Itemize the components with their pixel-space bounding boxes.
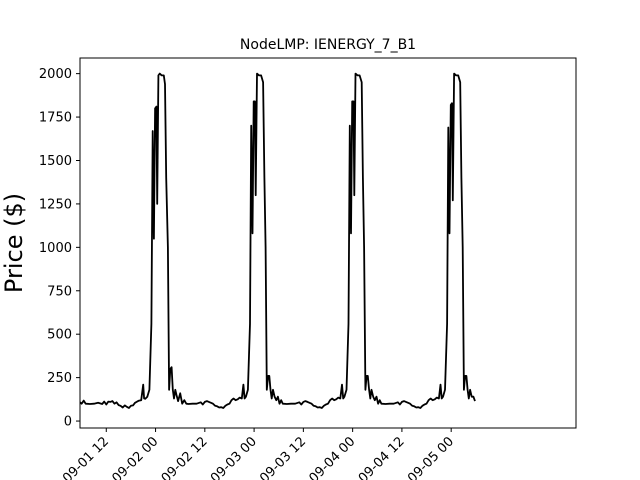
y-axis: 0 250 500 750 1000 1250 1500 1750 2000 <box>39 67 80 430</box>
y-tick-label: 1500 <box>39 154 72 169</box>
y-tick-label: 250 <box>47 371 72 386</box>
x-tick-label: 09-04 00 <box>307 434 359 480</box>
x-tick-label: 09-05 00 <box>405 434 457 480</box>
chart-title: NodeLMP: IENERGY_7_B1 <box>240 37 416 53</box>
y-tick-label: 0 <box>64 415 72 430</box>
y-tick-label: 1250 <box>39 197 72 212</box>
x-tick-label: 09-04 12 <box>356 434 408 480</box>
y-tick-label: 750 <box>47 284 72 299</box>
plot-frame <box>79 57 577 429</box>
plot-area <box>80 72 476 409</box>
y-tick-label: 1750 <box>39 111 72 126</box>
x-tick-label: 09-03 00 <box>208 434 260 480</box>
x-tick-label: 09-02 12 <box>159 434 211 480</box>
x-tick-label: 09-03 12 <box>257 434 309 480</box>
series-line <box>80 72 476 409</box>
y-tick-label: 500 <box>47 328 72 343</box>
x-tick-label: 09-01 12 <box>60 434 112 480</box>
y-axis-label: Price ($) <box>0 193 28 293</box>
y-tick-label: 1000 <box>39 241 72 256</box>
x-tick-label: 09-02 00 <box>109 434 161 480</box>
y-tick-label: 2000 <box>39 67 72 82</box>
